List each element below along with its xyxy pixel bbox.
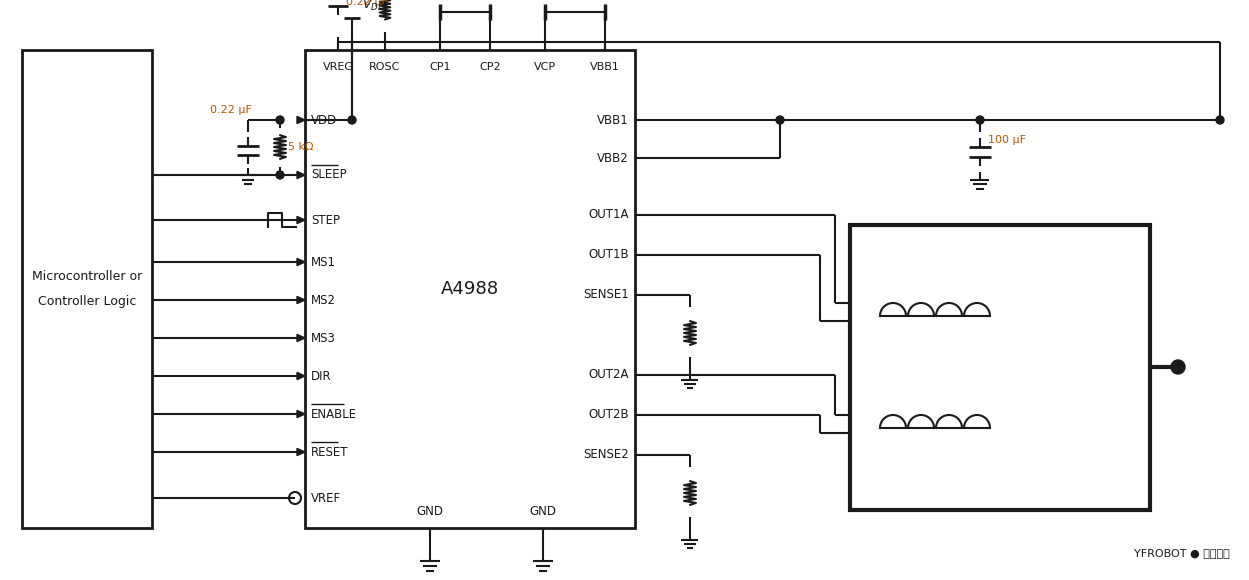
Text: ROSC: ROSC — [370, 62, 401, 72]
Text: OUT2A: OUT2A — [588, 368, 629, 382]
Text: $V_{DD}$: $V_{DD}$ — [362, 0, 386, 13]
Bar — [22, 50, 152, 528]
Circle shape — [1217, 116, 1224, 124]
Polygon shape — [297, 216, 305, 224]
Circle shape — [276, 116, 284, 124]
Text: OUT2B: OUT2B — [588, 408, 629, 422]
Bar — [851, 225, 1150, 510]
Text: OUT1B: OUT1B — [588, 248, 629, 262]
Text: VDD: VDD — [311, 114, 337, 126]
Circle shape — [348, 116, 356, 124]
Circle shape — [1172, 360, 1185, 374]
Text: Microcontroller or: Microcontroller or — [32, 270, 142, 284]
Text: VREG: VREG — [322, 62, 353, 72]
Text: CP1: CP1 — [430, 62, 451, 72]
Polygon shape — [297, 117, 305, 124]
Bar — [305, 50, 634, 528]
Text: ENABLE: ENABLE — [311, 408, 357, 420]
Text: 5 kΩ: 5 kΩ — [289, 142, 313, 152]
Text: RESET: RESET — [311, 445, 348, 459]
Text: MS2: MS2 — [311, 293, 336, 306]
Text: VREF: VREF — [311, 491, 341, 505]
Text: 100 µF: 100 µF — [988, 135, 1025, 145]
Text: GND: GND — [416, 505, 443, 518]
Text: 0.22 µF: 0.22 µF — [210, 105, 252, 115]
Text: GND: GND — [530, 505, 557, 518]
Polygon shape — [297, 448, 305, 456]
Text: YFROBOT ● 版权所有: YFROBOT ● 版权所有 — [1134, 548, 1230, 558]
Circle shape — [975, 116, 984, 124]
Text: DIR: DIR — [311, 369, 332, 382]
Polygon shape — [297, 411, 305, 418]
Text: A4988: A4988 — [441, 280, 500, 298]
Text: Controller Logic: Controller Logic — [37, 295, 136, 307]
Text: VBB2: VBB2 — [597, 151, 629, 165]
Text: SENSE2: SENSE2 — [583, 448, 629, 462]
Circle shape — [276, 171, 284, 179]
Polygon shape — [297, 259, 305, 266]
Text: STEP: STEP — [311, 213, 340, 227]
Text: MS1: MS1 — [311, 256, 336, 269]
Polygon shape — [297, 296, 305, 303]
Text: VBB1: VBB1 — [590, 62, 620, 72]
Text: 0.22 µF: 0.22 µF — [346, 0, 388, 7]
Text: SENSE1: SENSE1 — [583, 288, 629, 302]
Text: VBB1: VBB1 — [597, 114, 629, 126]
Text: VCP: VCP — [533, 62, 556, 72]
Text: OUT1A: OUT1A — [588, 208, 629, 222]
Polygon shape — [297, 172, 305, 179]
Text: CP2: CP2 — [480, 62, 501, 72]
Polygon shape — [297, 335, 305, 342]
Text: SLEEP: SLEEP — [311, 169, 347, 182]
Polygon shape — [297, 372, 305, 379]
Text: MS3: MS3 — [311, 332, 336, 345]
Circle shape — [776, 116, 784, 124]
